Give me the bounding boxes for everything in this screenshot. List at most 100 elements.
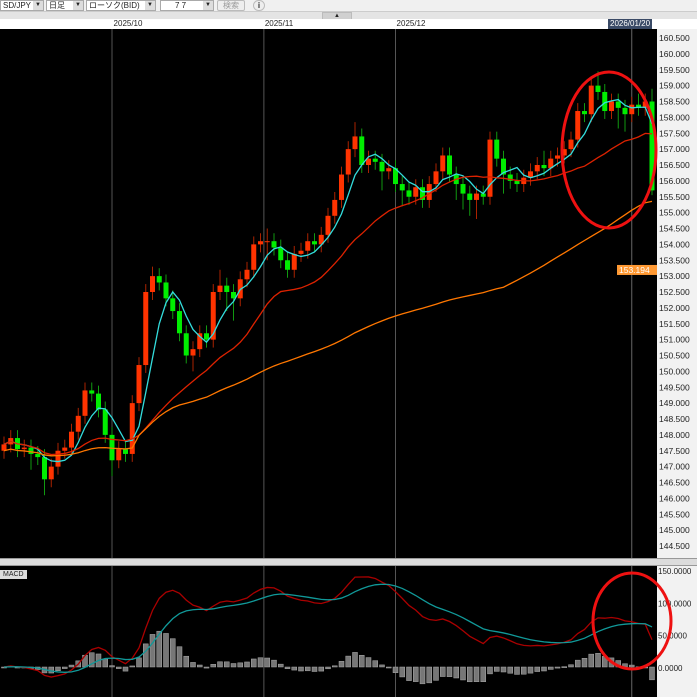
price-tick-label: 159.000 [659,81,690,91]
macd-axis[interactable]: 150.0000 100.0000 50.0000 0.0000 [657,566,697,697]
candle-body [170,298,176,312]
histogram-bar [190,662,196,668]
price-tick-label: 157.000 [659,144,690,154]
histogram-bar [514,666,520,675]
price-tick-label: 158.000 [659,112,690,122]
price-tick-label: 146.500 [659,478,690,488]
histogram-bar [251,658,257,668]
count-select[interactable]: 7 7 ▼ [160,0,214,11]
histogram-bar [244,661,250,668]
macd-chart[interactable] [0,566,657,697]
histogram-bar [419,666,426,685]
candle-body [332,199,338,216]
histogram-bar [372,660,378,668]
histogram-bar [473,666,480,682]
candle-body [555,155,560,159]
symbol-select[interactable]: SD/JPY ▼ [0,0,44,11]
candle-body [622,107,628,115]
timeframe-value: 日足 [49,1,65,10]
histogram-bar [480,666,486,682]
price-tick-label: 145.000 [659,525,690,535]
candle-body [345,149,351,175]
candle-body [28,447,34,454]
candle-body [62,447,68,451]
histogram-bar [575,659,581,668]
chevron-down-icon[interactable]: ▼ [73,1,83,10]
histogram-bar [305,666,311,672]
histogram-bar [622,663,628,668]
timeframe-select[interactable]: 日足 ▼ [46,0,84,11]
chevron-down-icon[interactable]: ▼ [203,1,213,10]
search-button[interactable]: 検索 [217,0,245,11]
histogram-bar [433,666,439,681]
candle-body [210,292,216,340]
histogram-bar [649,666,655,681]
candle-body [507,174,513,181]
histogram-bar [440,666,446,677]
pane-splitter[interactable] [0,558,697,566]
histogram-bar [291,666,297,671]
price-axis[interactable]: 160.500 160.000 159.500 159.000 158.500 158.0… [657,29,697,558]
price-tick-label: 148.000 [659,430,690,440]
macd-line [3,576,653,678]
histogram-bar [68,664,75,668]
macd-tick-label: 0.0000 [658,664,683,673]
histogram-bar [494,666,500,672]
candle-body [433,171,439,185]
candle-body [528,171,533,178]
histogram-bar [89,652,95,668]
candle-body [150,276,155,292]
chart-type-select[interactable]: ローソク(BID) ▼ [86,0,156,11]
histogram-bar [460,666,466,681]
candle-body [258,241,263,245]
histogram-bar [352,652,358,668]
price-tick-label: 158.500 [659,97,690,107]
histogram-bar [116,666,122,669]
histogram-bar [399,666,405,678]
candle-body [575,111,581,140]
histogram-bar [136,657,142,668]
signal-line [3,583,653,673]
histogram-bar [561,666,567,668]
candle-body [197,333,203,350]
histogram-bar [62,666,68,669]
candle-body [447,155,452,175]
histogram-bar [311,666,318,672]
candle-body [75,415,81,432]
candle-body [379,161,385,172]
info-icon[interactable]: i [253,0,265,11]
candle-body [359,136,365,165]
histogram-bar [507,666,513,674]
candle-body [352,136,358,150]
chevron-down-icon[interactable]: ▼ [145,1,155,10]
histogram-bar [500,666,507,673]
price-tick-label: 151.000 [659,335,690,345]
histogram-bar [541,666,547,672]
histogram-bar [379,664,385,668]
histogram-bar [487,666,493,675]
price-tick-label: 160.000 [659,49,690,59]
candle-body [501,158,506,175]
histogram-bar [521,666,527,675]
candle-body [615,101,621,108]
chart-type-value: ローソク(BID) [89,1,140,10]
histogram-bar [635,666,642,669]
candle-body [494,139,500,159]
histogram-bar [365,657,372,668]
histogram-bar [602,656,608,668]
price-tick-label: 148.500 [659,414,690,424]
price-chart[interactable]: 153.194 [0,29,657,558]
chevron-down-icon[interactable]: ▼ [33,1,43,10]
candle-body [649,101,655,191]
histogram-bar [359,655,365,668]
candle-body [264,241,270,243]
candle-body [339,174,344,200]
price-tick-label: 160.500 [659,33,690,43]
candle-body [231,292,236,299]
histogram-bar [217,661,223,668]
histogram-bar [467,666,473,683]
histogram-bar [548,666,554,670]
candle-body [406,190,412,197]
candle-body [183,333,189,356]
candle-body [177,311,182,334]
